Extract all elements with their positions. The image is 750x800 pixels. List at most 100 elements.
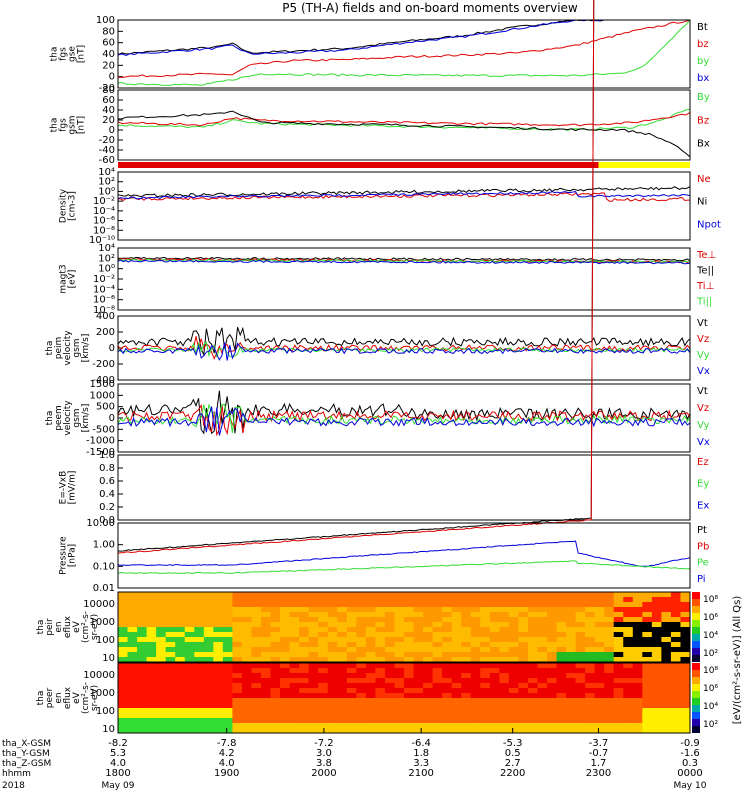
spectrogram-cell: [251, 703, 262, 709]
spectrogram-cell: [213, 693, 224, 699]
ylabel-line: velocity: [63, 330, 73, 366]
spectrogram-cell: [346, 693, 357, 699]
spectrogram-cell: [547, 612, 558, 618]
spectrogram-cell: [165, 617, 176, 623]
spectrogram-cell: [423, 713, 434, 719]
spectrogram-cell: [375, 637, 386, 643]
ytick-label: 1.0: [99, 450, 115, 461]
spectrogram-cell: [537, 592, 548, 598]
spectrogram-cell: [566, 728, 577, 734]
spectrogram-cell: [423, 698, 434, 704]
spectrogram-cell: [651, 627, 662, 633]
spectrogram-cell: [566, 708, 577, 714]
spectrogram-cell: [413, 703, 424, 709]
spectrogram-cell: [404, 668, 415, 674]
spectrogram-cell: [118, 642, 129, 648]
spectrogram-cell: [356, 683, 367, 689]
legend-ti: Ti⊥: [696, 281, 714, 292]
spectrogram-cell: [613, 698, 624, 704]
spectrogram-cell: [470, 642, 481, 648]
spectrogram-cell: [327, 632, 338, 638]
spectrogram-cell: [632, 723, 643, 729]
spectrogram-cell: [480, 703, 491, 709]
spectrogram-cell: [480, 637, 491, 643]
spectrogram-cell: [442, 612, 453, 618]
spectrogram-cell: [432, 678, 443, 684]
spectrogram-cell: [575, 698, 586, 704]
colorbar-swatch: [692, 705, 700, 712]
spectrogram-cell: [556, 637, 567, 643]
spectrogram-cell: [365, 647, 376, 653]
spectrogram-cell: [527, 683, 538, 689]
spectrogram-cell: [651, 673, 662, 679]
ytick-label: 10⁻⁸: [93, 305, 115, 316]
spectrogram-cell: [184, 597, 195, 603]
spectrogram-cell: [613, 627, 624, 633]
spectrogram-cell: [670, 663, 681, 669]
legend-bx: bx: [697, 73, 709, 84]
spectrogram-cell: [365, 723, 376, 729]
spectrogram-cell: [404, 683, 415, 689]
spectrogram-cell: [118, 602, 129, 608]
spectrogram-cell: [423, 627, 434, 633]
date-start: May 09: [102, 781, 135, 791]
spectrogram-cell: [337, 708, 348, 714]
spectrogram-cell: [337, 663, 348, 669]
spectrogram-image: [118, 592, 691, 663]
spectrogram-cell: [670, 617, 681, 623]
spectrogram-cell: [604, 597, 615, 603]
spectrogram-cell: [680, 642, 691, 648]
spectrogram-cell: [356, 592, 367, 598]
spectrogram-cell: [146, 652, 157, 658]
legend-ez: Ez: [697, 457, 709, 468]
spectrogram-cell: [337, 728, 348, 734]
spectrogram-cell: [604, 663, 615, 669]
spectrogram-cell: [261, 602, 272, 608]
spectrogram-cell: [394, 723, 405, 729]
ylabel-line: E=-VxB: [59, 471, 69, 505]
spectrogram-cell: [289, 728, 300, 734]
spectrogram-cell: [451, 663, 462, 669]
ytick-label: 10000: [83, 599, 115, 610]
spectrogram-cell: [613, 723, 624, 729]
spectrogram-cell: [299, 683, 310, 689]
spectrogram-cell: [594, 622, 605, 628]
spectrogram-cell: [299, 688, 310, 694]
spectrogram-cell: [499, 602, 510, 608]
spectrogram-cell: [261, 708, 272, 714]
ylabel-line: (cm²-s-: [81, 611, 91, 643]
colorbar-tick: 10⁸: [703, 666, 718, 676]
spectrogram-cell: [489, 668, 500, 674]
spectrogram-cell: [280, 703, 291, 709]
spectrogram-cell: [184, 632, 195, 638]
spectrogram-cell: [566, 668, 577, 674]
series-teperp: [117, 257, 691, 264]
spectrogram-cell: [661, 607, 672, 613]
spectrogram-cell: [499, 592, 510, 598]
spectrogram-cell: [642, 647, 653, 653]
spectrogram-cell: [146, 607, 157, 613]
spectrogram-cell: [118, 652, 129, 658]
legend-vx: Vx: [697, 437, 710, 448]
spectrogram-cell: [222, 602, 233, 608]
spectrogram-cell: [508, 597, 519, 603]
spectrogram-cell: [642, 642, 653, 648]
spectrogram-cell: [423, 622, 434, 628]
spectrogram-cell: [527, 637, 538, 643]
spectrogram-cell: [442, 678, 453, 684]
spectrogram-cell: [480, 728, 491, 734]
spectrogram-cell: [184, 637, 195, 643]
spectrogram-cell: [270, 592, 281, 598]
spectrogram-cell: [423, 612, 434, 618]
spectrogram-cell: [118, 698, 129, 704]
spectrogram-cell: [566, 683, 577, 689]
spectrogram-cell: [413, 597, 424, 603]
spectrogram-cell: [623, 723, 634, 729]
spectrogram-cell: [270, 713, 281, 719]
spectrogram-cell: [680, 698, 691, 704]
spectrogram-cell: [356, 597, 367, 603]
spectrogram-cell: [423, 637, 434, 643]
ytick-label: 10⁰: [98, 186, 115, 197]
spectrogram-cell: [232, 647, 243, 653]
spectrogram-cell: [327, 627, 338, 633]
